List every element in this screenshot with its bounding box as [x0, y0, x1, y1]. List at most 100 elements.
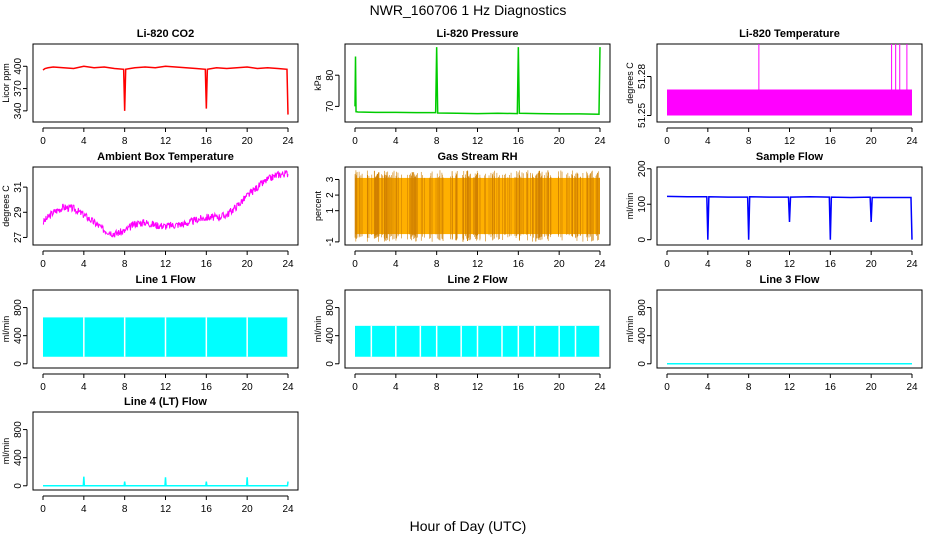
- data-layer: [354, 47, 601, 115]
- x-tick-label: 8: [122, 259, 128, 270]
- x-tick-label: 4: [705, 259, 711, 270]
- x-tick-label: 16: [513, 136, 525, 147]
- y-tick-label: 200: [637, 160, 648, 177]
- panel-title: Li-820 CO2: [137, 28, 194, 40]
- y-tick-label: 1: [325, 207, 336, 213]
- y-axis-label: ml/min: [1, 438, 11, 465]
- panel-title: Li-820 Pressure: [437, 28, 519, 40]
- x-axis-label: Hour of Day (UTC): [409, 518, 527, 534]
- panel-title: Gas Stream RH: [437, 151, 517, 163]
- x-tick-label: 8: [122, 504, 128, 515]
- x-tick-label: 24: [282, 136, 294, 147]
- y-tick-label: 3: [325, 176, 336, 182]
- x-tick-label: 0: [40, 504, 46, 515]
- y-axis-label: degrees C: [625, 62, 635, 104]
- data-layer: [42, 65, 289, 115]
- x-tick-label: 0: [664, 259, 670, 270]
- x-tick-label: 12: [784, 382, 796, 393]
- y-tick-label: 400: [13, 449, 24, 466]
- y-axis-label: ml/min: [313, 316, 323, 343]
- y-tick-label: 340: [13, 102, 24, 119]
- plot-frame: [344, 43, 611, 123]
- x-tick-label: 12: [472, 382, 484, 393]
- y-axis-label: Licor ppm: [1, 63, 11, 103]
- x-tick-label: 8: [746, 259, 752, 270]
- x-tick-label: 16: [825, 259, 837, 270]
- data-series-line: [43, 476, 289, 487]
- data-band: [667, 89, 912, 116]
- y-tick-label: 800: [13, 299, 24, 316]
- x-tick-label: 0: [40, 136, 46, 147]
- y-tick-label: 100: [637, 195, 648, 212]
- x-tick-label: 0: [664, 382, 670, 393]
- data-series-line: [666, 195, 913, 240]
- x-tick-label: 24: [594, 136, 606, 147]
- x-tick-label: 24: [594, 382, 606, 393]
- x-tick-label: 0: [40, 382, 46, 393]
- page-title: NWR_160706 1 Hz Diagnostics: [369, 2, 567, 18]
- y-tick-label: 0: [637, 236, 648, 242]
- y-axis-label: kPa: [313, 75, 323, 91]
- y-axis-label: ml/min: [625, 193, 635, 220]
- y-tick-label: 51.28: [637, 64, 648, 89]
- panel-2: Li-820 Temperature 0 4 8 12 16 20 24 51.25 51.28d…: [625, 28, 923, 147]
- x-tick-label: 24: [282, 259, 294, 270]
- x-tick-label: 16: [513, 382, 525, 393]
- panel-5: Sample Flow 0 4 8 12 16 20 24 0 100 200 ml/min: [625, 151, 923, 270]
- y-tick-label: 800: [13, 421, 24, 438]
- x-tick-label: 8: [746, 136, 752, 147]
- plot-frame: [32, 289, 299, 369]
- x-tick-label: 20: [242, 504, 254, 515]
- y-tick-label: 800: [325, 299, 336, 316]
- y-tick-label: 0: [13, 483, 24, 489]
- y-tick-label: 70: [325, 100, 336, 112]
- x-tick-label: 20: [242, 136, 254, 147]
- x-tick-label: 8: [122, 382, 128, 393]
- x-tick-label: 0: [352, 259, 358, 270]
- y-tick-label: 400: [637, 327, 648, 344]
- plot-frame: [32, 411, 299, 491]
- x-tick-label: 20: [866, 382, 878, 393]
- x-tick-label: 16: [825, 136, 837, 147]
- x-tick-label: 12: [160, 504, 172, 515]
- panel-title: Ambient Box Temperature: [97, 151, 234, 163]
- y-tick-label: 2: [325, 192, 336, 198]
- y-axis-label: ml/min: [625, 316, 635, 343]
- y-tick-label: 370: [13, 80, 24, 97]
- data-series-line: [42, 65, 289, 115]
- y-tick-label: 51.25: [637, 103, 648, 128]
- y-tick-label: 29: [13, 206, 24, 218]
- x-tick-label: 16: [201, 259, 213, 270]
- x-tick-label: 4: [81, 504, 87, 515]
- plot-frame: [656, 166, 923, 246]
- plot-frame: [32, 43, 299, 123]
- y-tick-label: 0: [13, 361, 24, 367]
- data-series-line: [42, 169, 289, 238]
- x-tick-label: 12: [784, 136, 796, 147]
- x-tick-label: 24: [282, 504, 294, 515]
- y-tick-label: 800: [637, 299, 648, 316]
- x-tick-label: 16: [513, 259, 525, 270]
- plot-frame: [32, 166, 299, 246]
- y-tick-label: 31: [13, 181, 24, 193]
- x-tick-label: 12: [160, 259, 172, 270]
- x-tick-label: 0: [40, 259, 46, 270]
- plot-frame: [656, 289, 923, 369]
- x-tick-label: 24: [906, 382, 918, 393]
- y-tick-label: 400: [13, 58, 24, 75]
- x-tick-label: 24: [906, 259, 918, 270]
- x-tick-label: 0: [664, 136, 670, 147]
- x-tick-label: 8: [746, 382, 752, 393]
- data-layer: [667, 44, 912, 116]
- x-tick-label: 12: [784, 259, 796, 270]
- x-tick-label: 20: [866, 136, 878, 147]
- x-tick-label: 0: [352, 382, 358, 393]
- panel-title: Line 3 Flow: [760, 274, 820, 286]
- x-tick-label: 20: [242, 382, 254, 393]
- data-layer: [354, 170, 600, 242]
- x-tick-label: 20: [554, 259, 566, 270]
